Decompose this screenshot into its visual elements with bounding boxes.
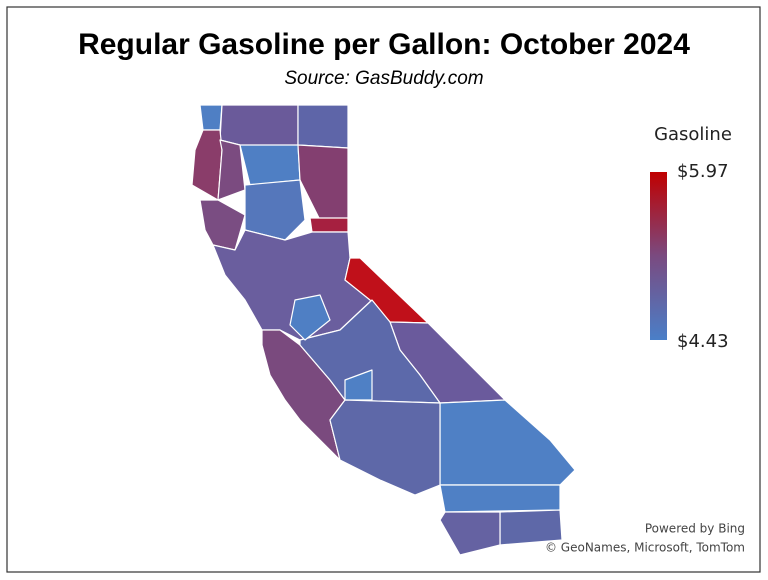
- county: [439, 484, 561, 513]
- county: [219, 104, 299, 149]
- county: [309, 217, 349, 233]
- california-counties: [191, 104, 576, 556]
- legend: Gasoline $5.97 $4.43: [650, 124, 732, 352]
- county: [297, 104, 349, 149]
- legend-gradient: [650, 172, 667, 340]
- county: [289, 294, 331, 341]
- map-title: Regular Gasoline per Gallon: October 202…: [78, 28, 690, 61]
- legend-min-label: $4.43: [677, 331, 729, 352]
- county: [329, 399, 441, 496]
- legend-max-label: $5.97: [677, 161, 729, 182]
- county: [344, 369, 373, 401]
- county: [244, 179, 306, 241]
- county: [299, 299, 441, 404]
- attribution-credits: © GeoNames, Microsoft, TomTom: [545, 541, 745, 555]
- attribution-provider: Powered by Bing: [645, 522, 745, 536]
- map-subtitle: Source: GasBuddy.com: [284, 68, 483, 89]
- county: [439, 511, 501, 556]
- legend-title: Gasoline: [654, 124, 732, 145]
- county: [217, 139, 246, 201]
- county: [239, 144, 301, 186]
- county: [199, 104, 223, 131]
